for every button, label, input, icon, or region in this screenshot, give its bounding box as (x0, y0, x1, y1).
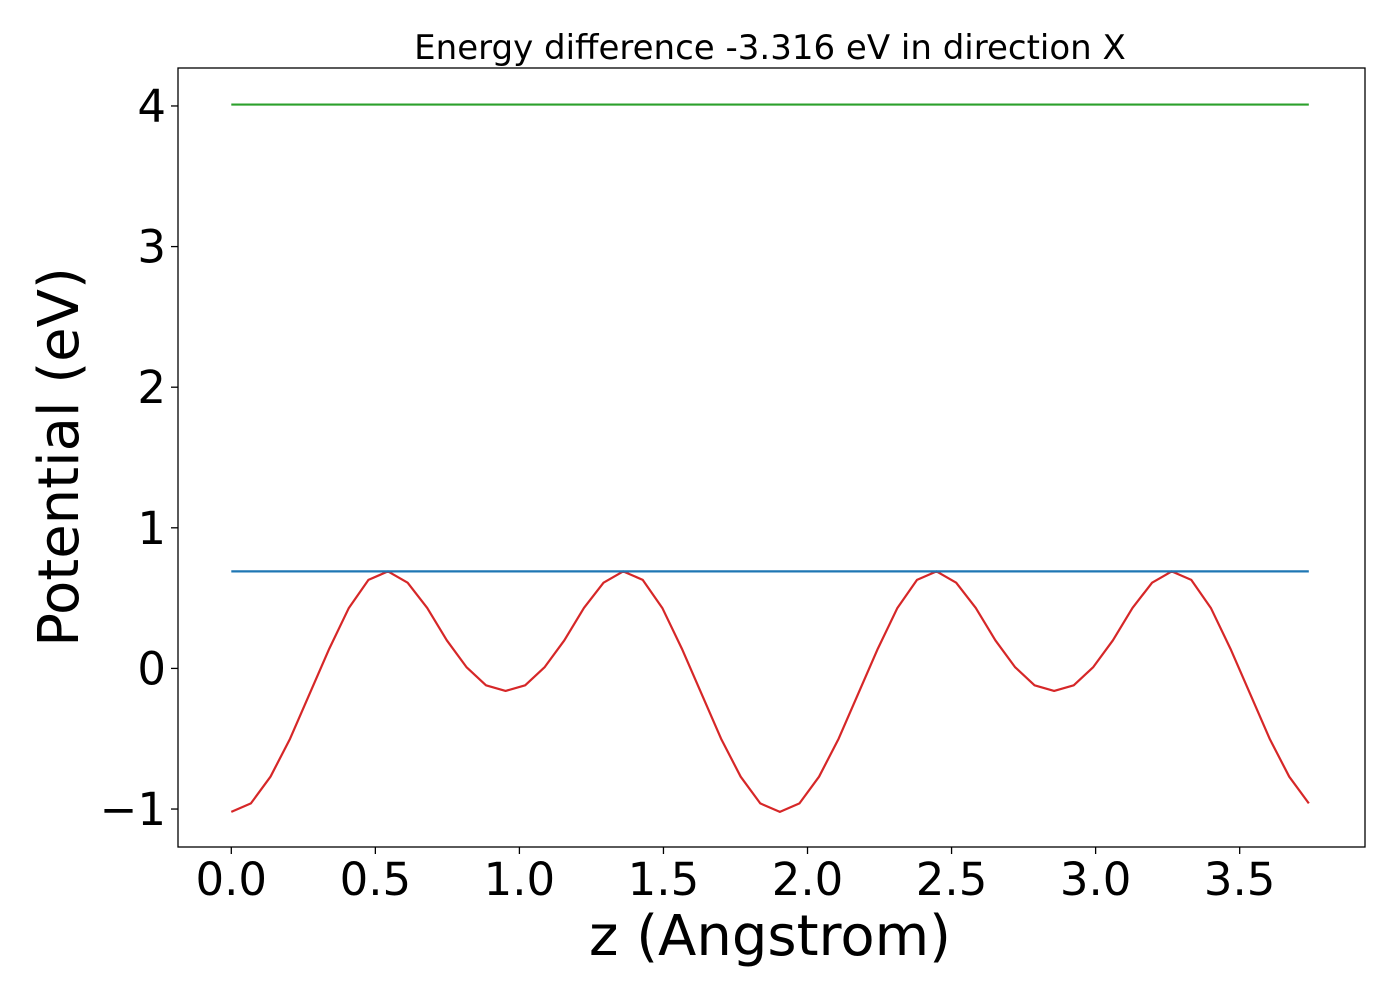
x-tick-label: 2.0 (772, 853, 844, 906)
y-tick-label: 4 (137, 80, 166, 133)
y-axis-title: Potential (eV) (27, 267, 92, 647)
y-tick-label: −1 (100, 783, 166, 836)
x-tick-label: 0.0 (196, 853, 268, 906)
y-tick-label: 0 (137, 642, 166, 695)
x-axis-title: z (Angstrom) (589, 904, 951, 969)
y-tick-label: 2 (137, 361, 166, 414)
x-axis: 0.0 0.5 1.0 1.5 2.0 2.5 3.0 3.5 (196, 847, 1276, 906)
x-tick-label: 2.5 (916, 853, 988, 906)
x-tick-label: 0.5 (340, 853, 412, 906)
y-axis: −1 0 1 2 3 4 (100, 80, 178, 836)
x-tick-label: 1.0 (484, 853, 556, 906)
plot-area (230, 103, 1310, 813)
x-tick-label: 3.5 (1204, 853, 1276, 906)
x-tick-label: 3.0 (1060, 853, 1132, 906)
plot-frame (177, 67, 1366, 848)
chart-title: Energy difference -3.316 eV in direction… (414, 28, 1126, 68)
series-line-1 (230, 570, 1310, 813)
x-tick-label: 1.5 (628, 853, 700, 906)
y-tick-label: 3 (137, 221, 166, 274)
y-tick-label: 1 (137, 502, 166, 555)
